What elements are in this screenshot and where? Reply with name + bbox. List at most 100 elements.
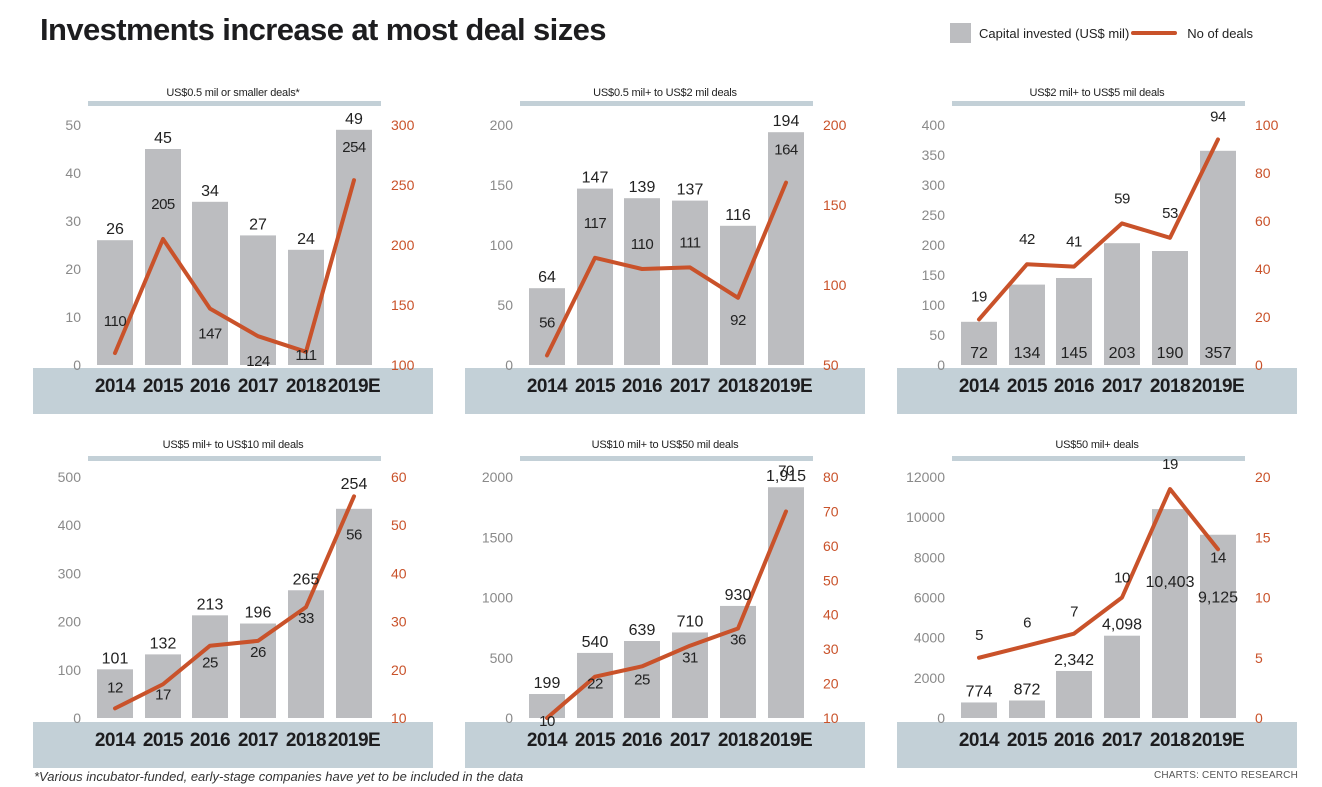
line-value-label: 56 <box>346 526 362 543</box>
x-axis-category-label: 2017 <box>238 730 278 751</box>
bar-value-label: 872 <box>1014 681 1041 698</box>
x-axis-category-label: 2015 <box>143 376 184 397</box>
x-axis-category-label: 2014 <box>95 730 136 751</box>
right-axis-tick-label: 60 <box>391 469 407 485</box>
right-axis-tick-label: 50 <box>823 357 839 373</box>
x-axis-category-label: 2019E <box>328 376 380 397</box>
x-axis-category-label: 2015 <box>1007 730 1048 751</box>
deals-line <box>545 509 788 720</box>
left-axis-tick-label: 400 <box>58 517 82 533</box>
right-axis-tick-label: 10 <box>1255 590 1271 606</box>
left-axis-tick-label: 50 <box>65 117 81 133</box>
right-axis-tick-label: 80 <box>1255 165 1271 181</box>
bar-2018 <box>720 605 756 718</box>
deals-line <box>977 137 1220 322</box>
x-axis-category-label: 2017 <box>670 730 710 751</box>
right-axis-tick-label: 10 <box>391 710 407 726</box>
line-value-label: 10 <box>1114 570 1130 587</box>
bar-value-label: 203 <box>1109 345 1136 362</box>
right-axis-tick-label: 5 <box>1255 650 1263 666</box>
bar-value-label: 265 <box>293 571 320 588</box>
bar-value-label: 213 <box>197 596 224 613</box>
bar-2017 <box>1104 243 1140 365</box>
bar-2016 <box>624 198 660 365</box>
bar-2014 <box>97 240 133 365</box>
left-axis-tick-label: 0 <box>937 710 945 726</box>
right-axis-tick-label: 40 <box>391 565 407 581</box>
bar-value-label: 101 <box>102 650 129 667</box>
bar-value-label: 190 <box>1157 345 1184 362</box>
bar-value-label: 254 <box>341 476 368 493</box>
line-value-label: 10 <box>539 713 555 730</box>
line-value-label: 111 <box>295 347 316 364</box>
left-axis-tick-label: 200 <box>58 614 82 630</box>
bar-2016 <box>1056 670 1092 718</box>
left-axis-tick-label: 8000 <box>914 549 945 565</box>
bar-2015 <box>577 188 613 365</box>
line-value-label: 12 <box>107 679 123 696</box>
x-axis-category-label: 2015 <box>143 730 184 751</box>
panel-title-rule <box>952 456 1245 461</box>
deals-line <box>113 178 356 355</box>
left-axis-tick-label: 350 <box>922 147 946 163</box>
line-value-label: 7 <box>1070 604 1078 621</box>
right-axis-tick-label: 100 <box>391 357 415 373</box>
line-value-label: 59 <box>1114 190 1130 207</box>
x-axis-category-label: 2014 <box>959 730 1000 751</box>
right-axis-tick-label: 60 <box>823 538 839 554</box>
legend-bar-label: Capital invested (US$ mil) <box>979 25 1130 41</box>
right-axis-tick-label: 80 <box>823 469 839 485</box>
x-axis-category-label: 2017 <box>1102 376 1142 397</box>
left-axis-tick-label: 400 <box>922 117 946 133</box>
line-value-label: 111 <box>679 234 700 251</box>
legend-line-swatch-icon <box>1131 31 1178 35</box>
bar-value-label: 132 <box>150 635 177 652</box>
line-value-label: 36 <box>730 631 746 648</box>
x-axis-category-label: 2017 <box>670 376 710 397</box>
bar-2017 <box>240 623 276 718</box>
right-axis-tick-label: 0 <box>1255 710 1263 726</box>
x-axis-category-label: 2014 <box>959 376 1000 397</box>
right-axis-tick-label: 50 <box>823 572 839 588</box>
legend-line-label: No of deals <box>1187 25 1254 41</box>
line-value-label: 26 <box>250 644 266 661</box>
panel-title: US$0.5 mil+ to US$2 mil deals <box>593 87 737 99</box>
x-axis-category-label: 2016 <box>190 730 230 751</box>
line-value-label: 110 <box>631 236 654 253</box>
bar-2016 <box>192 615 228 718</box>
bar-2014 <box>961 321 997 365</box>
bar-2019E <box>768 487 804 718</box>
bar-value-label: 145 <box>1061 345 1088 362</box>
line-value-label: 6 <box>1023 615 1031 632</box>
line-value-label: 22 <box>587 676 603 693</box>
right-axis-tick-label: 20 <box>391 662 407 678</box>
left-axis-tick-label: 250 <box>922 207 946 223</box>
bar-2017 <box>672 200 708 365</box>
line-value-label: 124 <box>246 353 270 370</box>
bar-value-label: 774 <box>966 683 993 700</box>
bar-2017 <box>240 235 276 365</box>
x-axis-category-label: 2014 <box>527 730 568 751</box>
x-axis-category-label: 2019E <box>760 376 812 397</box>
right-axis-tick-label: 20 <box>823 676 839 692</box>
bar-2018 <box>1152 509 1188 718</box>
line-value-label: 205 <box>151 196 175 213</box>
line-value-label: 42 <box>1019 231 1035 248</box>
chart-main-title: Investments increase at most deal sizes <box>40 12 606 47</box>
chart-panel-3: US$2 mil+ to US$5 mil deals0501001502002… <box>897 87 1297 414</box>
bar-value-label: 45 <box>154 130 172 147</box>
line-value-label: 17 <box>155 686 171 703</box>
right-axis-tick-label: 30 <box>823 641 839 657</box>
line-value-label: 14 <box>1210 549 1226 566</box>
bar-value-label: 639 <box>629 622 656 639</box>
x-axis-category-label: 2014 <box>95 376 136 397</box>
bar-2015 <box>1009 284 1045 365</box>
bar-value-label: 930 <box>725 587 752 604</box>
line-value-label: 33 <box>298 610 314 627</box>
chart-panel-6: US$50 mil+ deals 0 2000 4000 6000 8000 10000 12… <box>897 439 1297 768</box>
x-axis-category-label: 2014 <box>527 376 568 397</box>
left-axis-tick-label: 30 <box>65 213 81 229</box>
line-value-label: 19 <box>1162 456 1178 473</box>
left-axis-tick-label: 50 <box>497 297 513 313</box>
line-value-label: 41 <box>1066 234 1082 251</box>
